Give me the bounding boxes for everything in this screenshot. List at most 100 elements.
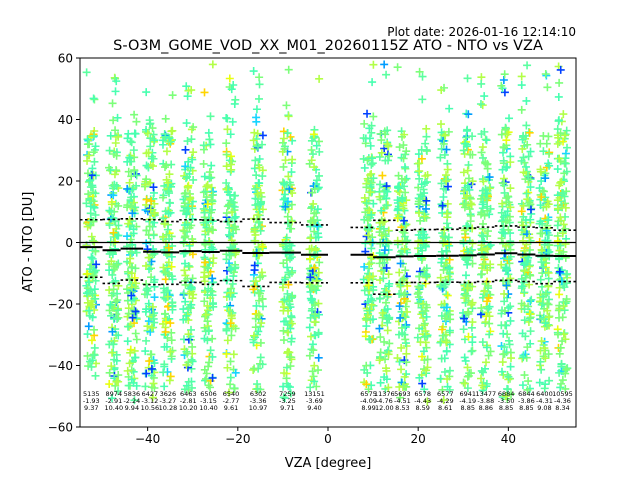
bin-count-label: 3626	[160, 390, 177, 398]
scatter-point	[484, 293, 493, 302]
scatter-point	[287, 337, 296, 346]
scatter-point	[204, 381, 213, 390]
scatter-point	[523, 343, 532, 352]
scatter-point	[283, 197, 292, 206]
scatter-point	[395, 290, 404, 299]
scatter-point	[422, 272, 431, 281]
scatter-point	[124, 309, 133, 318]
scatter-point	[187, 283, 196, 292]
scatter-point	[227, 152, 236, 161]
scatter-points	[82, 60, 572, 406]
scatter-bin-2	[122, 110, 141, 405]
scatter-point	[561, 240, 570, 249]
scatter-point	[375, 324, 384, 333]
scatter-point	[561, 384, 570, 393]
scatter-point	[520, 267, 529, 276]
scatter-point	[462, 126, 471, 135]
scatter-point	[283, 263, 292, 272]
scatter-point	[463, 284, 472, 293]
scatter-point	[149, 231, 158, 240]
scatter-point	[537, 337, 546, 346]
scatter-point	[284, 280, 293, 289]
scatter-point	[254, 310, 263, 319]
scatter-point	[201, 258, 210, 267]
scatter-point	[422, 366, 431, 375]
scatter-point	[231, 248, 240, 257]
scatter-point	[555, 78, 564, 87]
scatter-point	[206, 140, 215, 149]
scatter-point	[123, 337, 132, 346]
scatter-point	[414, 197, 423, 206]
scatter-point	[466, 369, 475, 378]
scatter-point	[109, 340, 118, 349]
scatter-point	[89, 94, 98, 103]
scatter-point	[165, 134, 174, 143]
scatter-point	[504, 255, 513, 264]
scatter-point	[517, 207, 526, 216]
scatter-point	[544, 231, 553, 240]
scatter-point	[131, 129, 140, 138]
y-tick-label: −40	[48, 359, 73, 373]
scatter-point	[561, 203, 570, 212]
scatter-point	[537, 177, 546, 186]
scatter-point	[558, 376, 567, 385]
scatter-point	[208, 373, 217, 382]
scatter-point	[90, 343, 99, 352]
scatter-point	[562, 126, 571, 135]
scatter-point	[284, 112, 293, 121]
scatter-point	[393, 236, 402, 245]
scatter-bin-0	[82, 68, 101, 380]
scatter-point	[167, 272, 176, 281]
scatter-point	[258, 172, 267, 181]
bin-count-label: 8974	[106, 390, 123, 398]
bin-std-label: 8.34	[555, 404, 569, 412]
scatter-point	[502, 194, 511, 203]
scatter-point	[283, 219, 292, 228]
bin-count-label: 6884	[498, 390, 515, 398]
scatter-point	[184, 358, 193, 367]
scatter-point	[480, 260, 489, 269]
scatter-point	[481, 189, 490, 198]
scatter-point	[229, 350, 238, 359]
scatter-point	[231, 368, 240, 377]
scatter-point	[142, 175, 151, 184]
scatter-point	[282, 233, 291, 242]
scatter-point	[85, 357, 94, 366]
scatter-point	[498, 199, 507, 208]
scatter-point	[440, 367, 449, 376]
scatter-point	[145, 222, 154, 231]
scatter-point	[254, 178, 263, 187]
scatter-point	[306, 234, 315, 243]
scatter-point	[200, 268, 209, 277]
scatter-point	[258, 140, 267, 149]
bin-std-label: 8.85	[499, 404, 513, 412]
scatter-point	[517, 105, 526, 114]
bin-std-label: 9.94	[125, 404, 139, 412]
scatter-point	[544, 350, 553, 359]
scatter-point	[478, 153, 487, 162]
bin-count-label: 10595	[552, 390, 573, 398]
scatter-point	[500, 70, 509, 79]
scatter-point	[366, 141, 375, 150]
scatter-point	[378, 308, 387, 317]
scatter-point	[306, 332, 315, 341]
scatter-point	[222, 325, 231, 334]
scatter-point	[203, 200, 212, 209]
scatter-point	[384, 282, 393, 291]
scatter-point	[125, 153, 134, 162]
scatter-point	[394, 210, 403, 219]
scatter-point	[112, 377, 121, 386]
scatter-point	[110, 355, 119, 364]
scatter-point	[255, 73, 264, 82]
y-tick-label: 40	[58, 113, 73, 127]
scatter-point	[421, 139, 430, 148]
scatter-point	[180, 227, 189, 236]
scatter-point	[114, 306, 123, 315]
scatter-point	[414, 288, 423, 297]
scatter-point	[421, 279, 430, 288]
scatter-point	[365, 260, 374, 269]
scatter-point	[415, 272, 424, 281]
scatter-point	[222, 150, 231, 159]
scatter-point	[255, 296, 264, 305]
y-tick-label: −20	[48, 298, 73, 312]
